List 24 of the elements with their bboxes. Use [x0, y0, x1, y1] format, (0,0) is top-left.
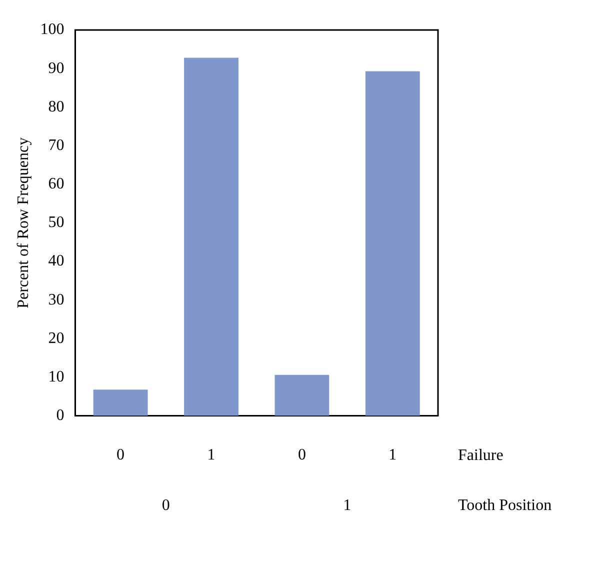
- bar: [274, 374, 330, 416]
- y-tick-label: 30: [48, 291, 64, 308]
- x-axis-title: Failure: [458, 447, 504, 464]
- y-tick-label: 60: [48, 176, 64, 193]
- y-tick-label: 90: [48, 60, 64, 77]
- bar: [93, 390, 148, 416]
- bar: [365, 71, 420, 416]
- y-tick-label: 20: [48, 330, 64, 347]
- y-tick-label: 100: [40, 21, 64, 38]
- y-axis-title: Percent of Row Frequency: [14, 137, 32, 308]
- x-tick-label: 0: [116, 446, 125, 464]
- x-tick-label: 0: [298, 446, 306, 464]
- text: 1: [343, 497, 352, 514]
- x-tick-label: 1: [207, 446, 216, 464]
- text: Tooth Position: [458, 497, 552, 514]
- y-tick-label: 0: [56, 407, 64, 424]
- y-tick-label: 80: [48, 98, 64, 116]
- y-tick-label: 10: [48, 368, 64, 386]
- y-tick-label: 50: [48, 214, 64, 232]
- text: 0: [162, 497, 170, 514]
- y-tick-label: 40: [48, 252, 64, 270]
- bar: [184, 58, 238, 416]
- y-tick-label: 70: [48, 136, 64, 154]
- x-tick-label: 1: [388, 446, 397, 464]
